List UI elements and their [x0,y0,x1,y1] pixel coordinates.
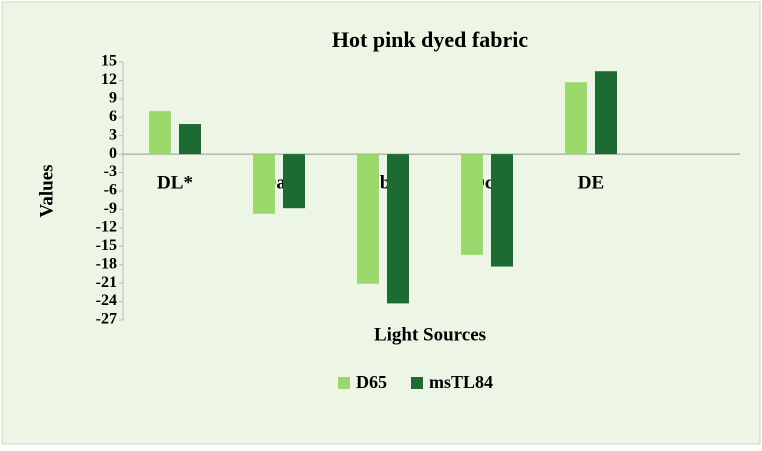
bar [387,154,409,304]
y-tick-label: -12 [96,219,117,236]
bar [595,71,617,155]
y-tick-label: -21 [96,274,117,291]
y-tick-label: 6 [109,108,117,125]
bar [179,124,201,155]
x-axis-title: Light Sources [374,324,486,345]
legend-label: msTL84 [429,372,493,392]
y-tick-label: -6 [104,182,117,199]
chart-title: Hot pink dyed fabric [332,27,528,52]
legend-label: D65 [356,372,387,392]
legend-swatch [411,377,423,389]
y-tick-label: 3 [109,126,117,143]
y-tick-label: 15 [101,53,117,70]
y-tick-label: 0 [109,145,117,162]
y-tick-label: -24 [96,292,117,309]
bar [491,154,513,267]
bar [149,111,171,155]
y-tick-label: 12 [101,71,117,88]
y-axis-title: Values [36,164,57,217]
y-tick-label: -18 [96,255,117,272]
y-tick-label: -27 [96,311,117,328]
bar [461,154,483,255]
y-tick-label: 9 [109,90,117,107]
x-tick-label: DE [578,173,604,194]
bar [565,82,587,155]
x-tick-label: DL* [157,173,193,194]
bar [283,154,305,209]
y-tick-label: -9 [104,200,117,217]
bar [357,154,379,284]
legend-swatch [338,377,350,389]
y-tick-label: -3 [104,163,117,180]
y-tick-label: -15 [96,237,117,254]
bar [253,154,275,214]
